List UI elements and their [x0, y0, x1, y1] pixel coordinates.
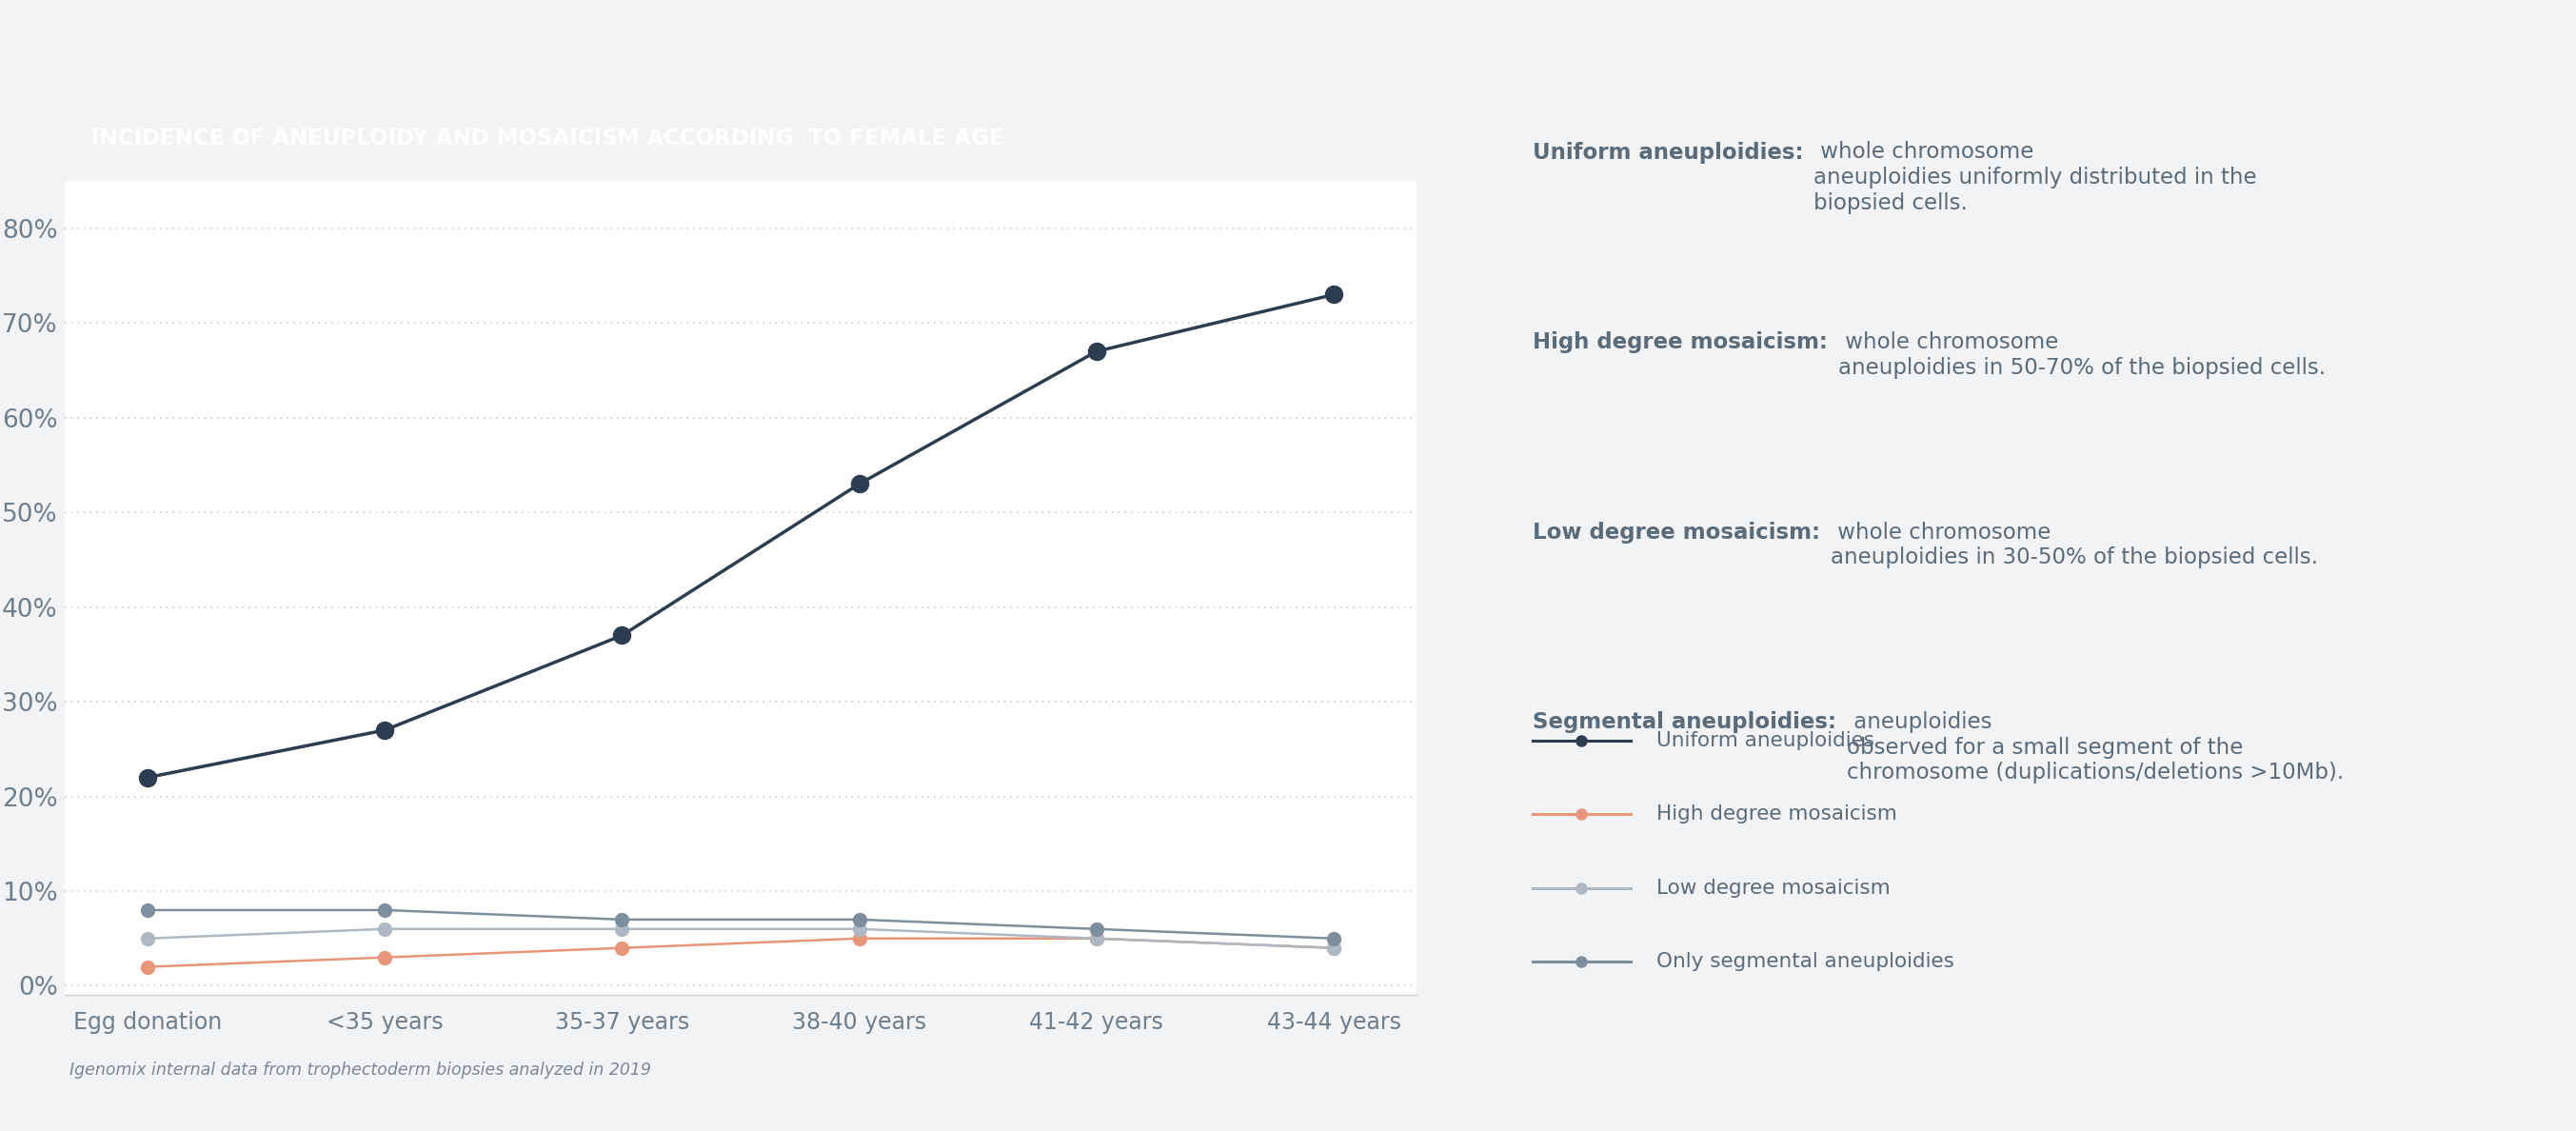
- Text: Segmental aneuploidies:: Segmental aneuploidies:: [1533, 711, 1837, 733]
- Text: High degree mosaicism:: High degree mosaicism:: [1533, 331, 1829, 353]
- Text: Only segmental aneuploidies: Only segmental aneuploidies: [1656, 952, 1955, 970]
- Text: whole chromosome
aneuploidies uniformly distributed in the
biopsied cells.: whole chromosome aneuploidies uniformly …: [1814, 141, 2257, 214]
- Text: Uniform aneuploidies: Uniform aneuploidies: [1656, 732, 1875, 750]
- Text: High degree mosaicism: High degree mosaicism: [1656, 805, 1896, 823]
- Text: Low degree mosaicism: Low degree mosaicism: [1656, 879, 1891, 897]
- Text: whole chromosome
aneuploidies in 30-50% of the biopsied cells.: whole chromosome aneuploidies in 30-50% …: [1832, 521, 2318, 569]
- Text: whole chromosome
aneuploidies in 50-70% of the biopsied cells.: whole chromosome aneuploidies in 50-70% …: [1839, 331, 2326, 379]
- Text: aneuploidies
observed for a small segment of the
chromosome (duplications/deleti: aneuploidies observed for a small segmen…: [1847, 711, 2344, 784]
- Text: INCIDENCE OF ANEUPLOIDY AND MOSAICISM ACCORDING  TO FEMALE AGE: INCIDENCE OF ANEUPLOIDY AND MOSAICISM AC…: [93, 128, 1005, 149]
- Text: Uniform aneuploidies:: Uniform aneuploidies:: [1533, 141, 1803, 163]
- Text: Low degree mosaicism:: Low degree mosaicism:: [1533, 521, 1821, 543]
- Text: Igenomix internal data from trophectoderm biopsies analyzed in 2019: Igenomix internal data from trophectoder…: [70, 1061, 652, 1078]
